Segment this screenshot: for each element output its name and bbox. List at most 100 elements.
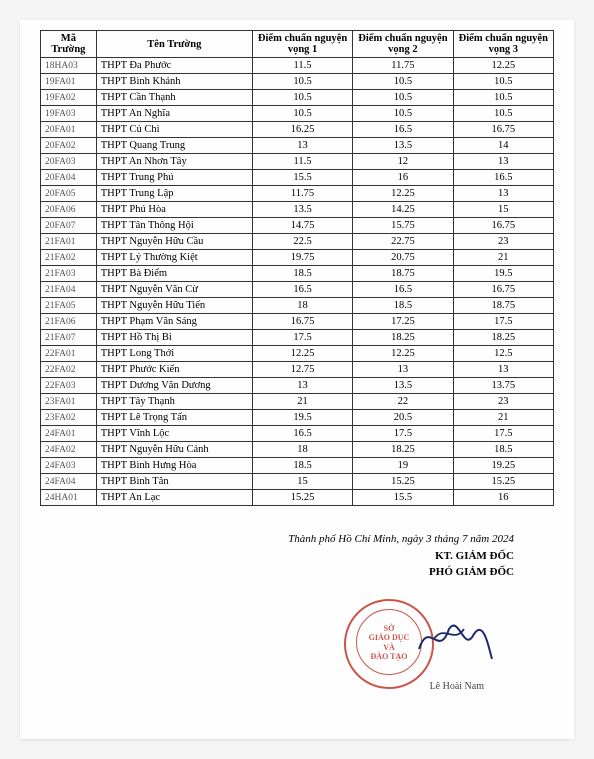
cell-score: 18.25 (353, 330, 453, 346)
table-row: 20FA01THPT Củ Chi16.2516.516.75 (41, 122, 554, 138)
cell-score: 18.75 (453, 298, 553, 314)
stamp-line1: SỞ (384, 624, 395, 633)
table-row: 20FA03THPT An Nhơn Tây11.51213 (41, 154, 554, 170)
cell-score: 11.75 (353, 58, 453, 74)
cell-code: 22FA02 (41, 362, 97, 378)
table-header-row: Mã Trường Tên Trường Điểm chuẩn nguyện v… (41, 31, 554, 58)
cell-score: 13.5 (353, 138, 453, 154)
cell-score: 19.75 (252, 250, 352, 266)
cell-score: 17.5 (353, 426, 453, 442)
cell-score: 14 (453, 138, 553, 154)
cell-score: 16 (453, 490, 553, 506)
cell-code: 21FA06 (41, 314, 97, 330)
cell-code: 21FA04 (41, 282, 97, 298)
cell-score: 18.5 (252, 266, 352, 282)
col-header-ma: Mã Trường (41, 31, 97, 58)
cell-code: 24FA01 (41, 426, 97, 442)
cell-name: THPT Trung Phú (96, 170, 252, 186)
cell-code: 24FA04 (41, 474, 97, 490)
cell-score: 11.5 (252, 154, 352, 170)
cell-score: 22 (353, 394, 453, 410)
cell-score: 10.5 (453, 90, 553, 106)
cell-score: 17.25 (353, 314, 453, 330)
cell-score: 16.5 (252, 282, 352, 298)
cell-name: THPT Phú Hòa (96, 202, 252, 218)
cell-score: 19 (353, 458, 453, 474)
cell-code: 22FA01 (41, 346, 97, 362)
table-row: 20FA05THPT Trung Lập11.7512.2513 (41, 186, 554, 202)
footer-block: Thành phố Hồ Chí Minh, ngày 3 tháng 7 nă… (40, 531, 554, 709)
cell-score: 20.5 (353, 410, 453, 426)
cell-score: 14.25 (353, 202, 453, 218)
cell-score: 10.5 (252, 106, 352, 122)
cell-score: 18.25 (453, 330, 553, 346)
cell-score: 12.5 (453, 346, 553, 362)
stamp-line4: ĐÀO TẠO (371, 652, 408, 661)
cell-code: 23FA01 (41, 394, 97, 410)
col-header-ten: Tên Trường (96, 31, 252, 58)
table-row: 24HA01THPT An Lạc15.2515.516 (41, 490, 554, 506)
cell-name: THPT Phước Kiển (96, 362, 252, 378)
cell-score: 12.25 (353, 186, 453, 202)
kt-giam-doc: KT. GIÁM ĐỐC (40, 548, 514, 565)
cell-score: 15.75 (353, 218, 453, 234)
col-header-nv1: Điểm chuẩn nguyện vọng 1 (252, 31, 352, 58)
table-row: 21FA07THPT Hồ Thị Bi17.518.2518.25 (41, 330, 554, 346)
table-row: 23FA02THPT Lê Trọng Tấn19.520.521 (41, 410, 554, 426)
cell-score: 15.25 (353, 474, 453, 490)
cell-code: 24HA01 (41, 490, 97, 506)
table-row: 21FA01THPT Nguyễn Hữu Cầu22.522.7523 (41, 234, 554, 250)
cell-name: THPT Bình Hưng Hòa (96, 458, 252, 474)
table-row: 24FA03THPT Bình Hưng Hòa18.51919.25 (41, 458, 554, 474)
cell-score: 21 (453, 250, 553, 266)
cell-name: THPT Lý Thường Kiệt (96, 250, 252, 266)
cell-score: 16.5 (252, 426, 352, 442)
cell-score: 10.5 (353, 90, 453, 106)
table-row: 19FA01THPT Bình Khánh10.510.510.5 (41, 74, 554, 90)
table-row: 22FA01THPT Long Thới12.2512.2512.5 (41, 346, 554, 362)
table-row: 24FA04THPT Bình Tân1515.2515.25 (41, 474, 554, 490)
table-row: 20FA07THPT Tân Thông Hội14.7515.7516.75 (41, 218, 554, 234)
cell-score: 12.25 (252, 346, 352, 362)
cell-score: 13 (453, 154, 553, 170)
cell-name: THPT Nguyễn Hữu Tiến (96, 298, 252, 314)
table-row: 21FA03THPT Bà Điểm18.518.7519.5 (41, 266, 554, 282)
cell-code: 21FA03 (41, 266, 97, 282)
cell-name: THPT Trung Lập (96, 186, 252, 202)
cell-score: 15 (453, 202, 553, 218)
cell-score: 23 (453, 394, 553, 410)
cell-score: 10.5 (252, 74, 352, 90)
document-page: Mã Trường Tên Trường Điểm chuẩn nguyện v… (20, 20, 574, 739)
cell-code: 20FA07 (41, 218, 97, 234)
cell-name: THPT Tân Thông Hội (96, 218, 252, 234)
cell-score: 15.5 (252, 170, 352, 186)
cell-score: 18.5 (353, 298, 453, 314)
cell-name: THPT An Nhơn Tây (96, 154, 252, 170)
cell-score: 18 (252, 298, 352, 314)
cell-score: 16.75 (453, 122, 553, 138)
cell-score: 14.75 (252, 218, 352, 234)
cell-score: 16.25 (252, 122, 352, 138)
cell-name: THPT Bình Khánh (96, 74, 252, 90)
cell-score: 17.5 (453, 426, 553, 442)
cell-score: 23 (453, 234, 553, 250)
cell-score: 22.75 (353, 234, 453, 250)
cell-score: 10.5 (453, 74, 553, 90)
table-row: 21FA05THPT Nguyễn Hữu Tiến1818.518.75 (41, 298, 554, 314)
cell-name: THPT Hồ Thị Bi (96, 330, 252, 346)
table-row: 19FA03THPT An Nghĩa10.510.510.5 (41, 106, 554, 122)
cell-name: THPT Lê Trọng Tấn (96, 410, 252, 426)
cell-score: 16.5 (353, 282, 453, 298)
cell-score: 10.5 (453, 106, 553, 122)
place-date: Thành phố Hồ Chí Minh, ngày 3 tháng 7 nă… (40, 531, 514, 548)
cell-name: THPT Long Thới (96, 346, 252, 362)
cell-name: THPT Đa Phước (96, 58, 252, 74)
cell-score: 16.75 (453, 218, 553, 234)
cell-name: THPT Nguyễn Hữu Cầu (96, 234, 252, 250)
cell-score: 11.5 (252, 58, 352, 74)
cell-name: THPT Quang Trung (96, 138, 252, 154)
cell-score: 13 (252, 378, 352, 394)
cell-code: 21FA07 (41, 330, 97, 346)
cell-score: 18.75 (353, 266, 453, 282)
cell-score: 13 (453, 362, 553, 378)
